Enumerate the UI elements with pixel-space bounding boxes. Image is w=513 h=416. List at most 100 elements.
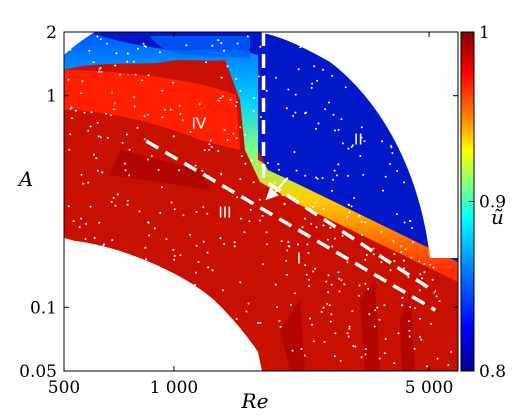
sample-point xyxy=(429,54,432,57)
y-tick-label: 0.1 xyxy=(30,298,57,318)
sample-point xyxy=(400,88,403,91)
regime-boundary-line xyxy=(261,32,437,294)
sample-point xyxy=(115,52,118,55)
sample-point xyxy=(378,318,381,321)
sample-point xyxy=(195,211,198,213)
sample-point xyxy=(265,89,268,92)
sample-point xyxy=(276,306,279,308)
sample-point xyxy=(150,155,153,158)
sample-point xyxy=(366,96,369,99)
sample-point xyxy=(407,112,410,115)
dark-red-streaks xyxy=(110,150,415,371)
sample-point xyxy=(429,223,432,226)
sample-point xyxy=(273,181,276,184)
sample-point xyxy=(376,306,379,309)
sample-point xyxy=(234,105,237,107)
sample-point xyxy=(181,119,184,122)
sample-point xyxy=(401,296,404,299)
sample-point xyxy=(367,287,370,290)
sample-point xyxy=(395,213,398,215)
sample-point xyxy=(411,47,414,50)
sample-point xyxy=(450,350,453,353)
mid-blue-patch xyxy=(150,36,250,58)
y-tick-label: 0.05 xyxy=(19,362,57,382)
sample-point xyxy=(382,189,384,192)
sample-point xyxy=(132,60,135,63)
sample-point xyxy=(331,74,334,77)
sample-point xyxy=(315,226,318,229)
sample-point xyxy=(103,243,106,246)
sample-point xyxy=(205,357,208,360)
sample-point xyxy=(348,327,351,330)
sample-point xyxy=(233,245,236,248)
sample-point xyxy=(178,169,180,172)
sample-point xyxy=(136,126,139,129)
sample-point xyxy=(82,256,85,259)
sample-point xyxy=(287,88,290,91)
sample-point xyxy=(380,230,383,233)
sample-point xyxy=(373,325,376,328)
sample-point xyxy=(356,64,359,67)
sample-point xyxy=(98,70,100,73)
sample-point xyxy=(300,348,303,350)
sample-point xyxy=(83,111,86,114)
sample-point xyxy=(265,231,268,234)
sample-point xyxy=(341,234,344,237)
sample-point xyxy=(301,226,304,229)
sample-point xyxy=(235,101,238,104)
sample-point xyxy=(423,271,426,274)
region-label: III xyxy=(218,204,231,222)
colorbar-tick-label: 1 xyxy=(479,23,490,43)
sample-point xyxy=(111,91,113,94)
sample-point xyxy=(245,310,248,313)
sample-point xyxy=(194,164,197,167)
sample-point xyxy=(223,243,226,245)
sample-point xyxy=(121,317,124,319)
sample-point xyxy=(67,205,70,208)
unsampled-top-left xyxy=(64,32,95,55)
sample-point xyxy=(397,39,400,42)
sample-point xyxy=(297,68,300,71)
sample-point xyxy=(354,345,357,348)
sample-point xyxy=(286,273,288,276)
sample-point xyxy=(96,121,99,124)
sample-point xyxy=(157,169,160,171)
sample-point xyxy=(350,145,353,148)
sample-point xyxy=(201,169,204,172)
sample-point xyxy=(259,116,262,118)
sample-point xyxy=(384,338,387,340)
sample-point xyxy=(416,186,419,189)
sample-point xyxy=(240,155,243,158)
sample-point xyxy=(287,245,290,247)
sample-point xyxy=(126,52,129,55)
sample-point xyxy=(337,163,340,166)
sample-point xyxy=(206,212,209,215)
sample-point xyxy=(110,114,113,117)
sample-point xyxy=(185,339,188,342)
sample-point xyxy=(327,238,329,241)
sample-point xyxy=(391,152,394,154)
sample-point xyxy=(189,233,192,236)
sample-point xyxy=(333,355,336,358)
sample-point xyxy=(179,254,182,257)
sample-point xyxy=(339,359,342,362)
sample-point xyxy=(144,246,147,249)
sample-point xyxy=(279,325,282,328)
sample-point xyxy=(173,258,176,261)
sample-point xyxy=(96,35,99,38)
sample-point xyxy=(295,169,298,172)
sample-point xyxy=(81,80,84,82)
sample-point xyxy=(430,322,433,325)
sample-point xyxy=(421,200,424,203)
sample-point xyxy=(223,49,225,52)
sample-point xyxy=(407,166,410,169)
sample-point xyxy=(311,205,314,208)
sample-point xyxy=(358,284,361,287)
sample-point xyxy=(429,263,432,266)
sample-point xyxy=(173,208,176,211)
sample-point xyxy=(69,48,72,51)
sample-point xyxy=(404,78,407,81)
sample-point xyxy=(163,318,166,321)
